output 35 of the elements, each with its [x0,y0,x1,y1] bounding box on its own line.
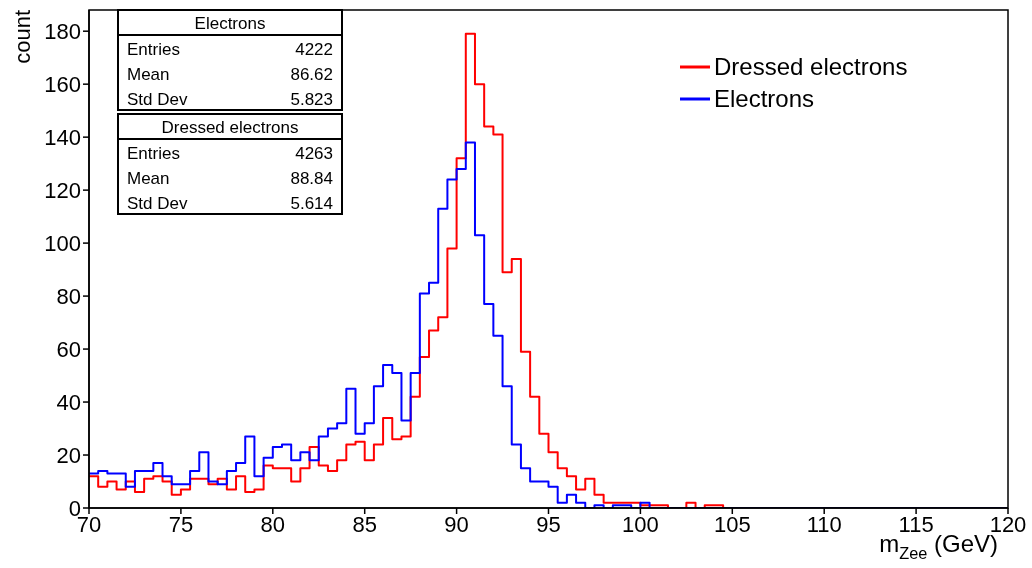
x-tick-label: 110 [806,511,842,537]
annotation: Mean [127,65,170,84]
x-tick-label: 115 [898,511,934,537]
legend-label: Electrons [714,85,815,112]
x-tick-label: 90 [444,511,469,537]
y-tick-label: 140 [44,124,81,150]
annotation: Mean [127,169,170,188]
annotation: Std Dev [127,194,188,213]
annotation: Dressed electrons [161,118,299,137]
annotation: Entries [127,144,180,163]
annotation: Std Dev [127,90,188,109]
annotation: 4222 [295,40,333,59]
annotation: Entries [127,40,180,59]
y-tick-label: 40 [56,389,81,415]
y-axis-title: count [10,10,35,64]
y-tick-label: 120 [44,177,81,203]
x-tick-label: 105 [713,511,751,537]
legend-label: Dressed electrons [714,53,908,80]
annotation: 86.62 [290,65,333,84]
annotation: Electrons [194,14,266,33]
y-tick-label: 100 [44,230,81,256]
annotation: 4263 [295,144,333,163]
y-tick-label: 80 [56,283,81,309]
x-tick-label: 95 [536,511,561,537]
annotation: 5.614 [290,194,333,213]
x-tick-label: 80 [260,511,286,537]
annotation: 88.84 [290,169,333,188]
y-tick-label: 20 [56,442,81,468]
y-tick-label: 60 [56,336,81,362]
x-tick-label: 85 [352,511,377,537]
y-tick-label: 160 [44,71,81,97]
x-tick-label: 100 [622,511,659,537]
y-tick-label: 180 [44,19,81,44]
x-tick-label: 75 [168,511,194,537]
annotation: 5.823 [290,90,333,109]
